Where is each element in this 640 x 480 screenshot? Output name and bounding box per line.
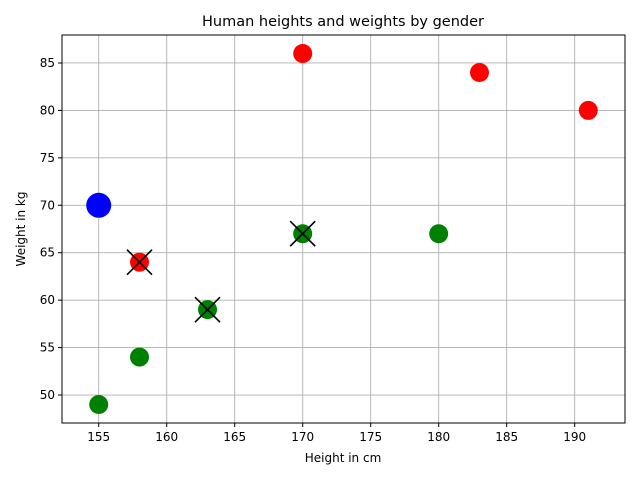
y-tick-label: 80 [40, 103, 55, 117]
x-tick-label: 155 [87, 430, 110, 444]
x-tick-label: 170 [291, 430, 314, 444]
x-tick-label: 160 [155, 430, 178, 444]
y-tick-label: 75 [40, 151, 55, 165]
data-point [578, 100, 598, 120]
x-marker [126, 249, 153, 276]
axis-ticks: 155 160 165 170 175 180 185 190 50 55 60 65 70 75 80 85 [40, 56, 586, 444]
y-tick-label: 60 [40, 293, 55, 307]
y-tick-label: 65 [40, 246, 55, 260]
y-tick-label: 70 [40, 198, 55, 212]
x-marker [289, 220, 316, 247]
x-marker [194, 296, 221, 323]
x-tick-label: 180 [427, 430, 450, 444]
x-tick-label: 175 [359, 430, 382, 444]
x-axis-label: Height in cm [305, 451, 382, 465]
data-point [89, 395, 109, 415]
plot-frame [61, 34, 626, 424]
grid-lines [62, 35, 625, 423]
data-point [429, 224, 449, 244]
data-point [469, 62, 489, 82]
data-point [130, 347, 150, 367]
x-tick-label: 190 [563, 430, 586, 444]
y-axis-label: Weight in kg [14, 192, 28, 267]
data-point [293, 43, 313, 63]
y-tick-label: 50 [40, 388, 55, 402]
data-points [86, 43, 598, 415]
y-tick-label: 85 [40, 56, 55, 70]
x-tick-label: 185 [495, 430, 518, 444]
chart-title: Human heights and weights by gender [202, 14, 484, 30]
x-tick-label: 165 [223, 430, 246, 444]
y-tick-label: 55 [40, 341, 55, 355]
data-point [86, 192, 112, 218]
